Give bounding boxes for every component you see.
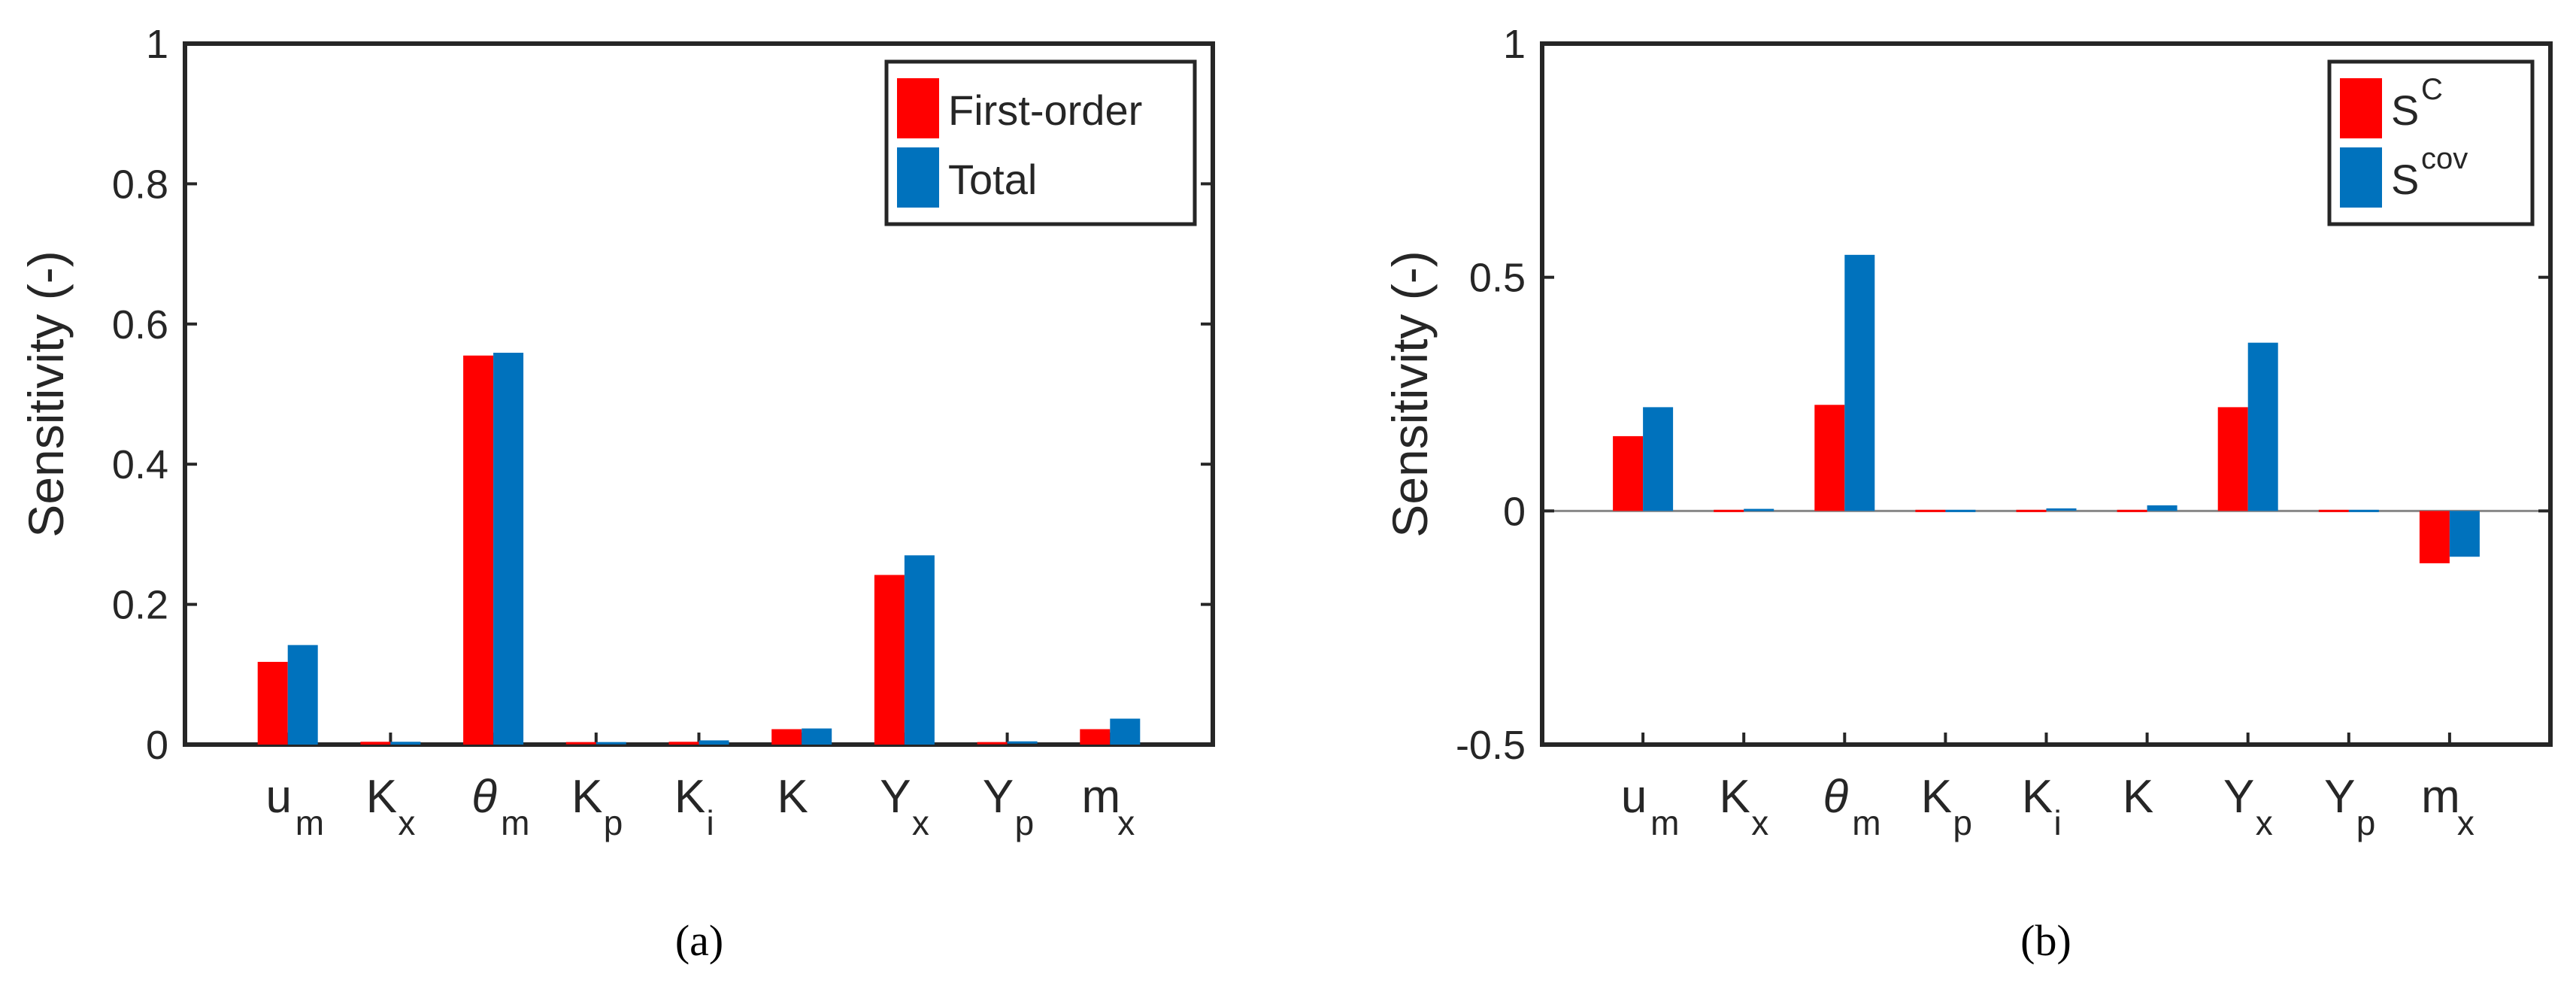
bar-series2	[287, 645, 318, 745]
bar-series1	[565, 742, 596, 745]
y-tick-label: 0	[1503, 489, 1526, 534]
bar-series2	[904, 555, 935, 745]
x-category-subscript: p	[1953, 803, 1972, 842]
x-category-label: Y	[2324, 771, 2355, 823]
x-category-subscript: i	[707, 803, 714, 842]
x-category-subscript: m	[295, 803, 324, 842]
bar-series1	[771, 729, 802, 745]
y-axis-label: Sensitivity (-)	[18, 250, 74, 537]
x-category-label: θ	[471, 771, 497, 823]
x-category-label: K	[366, 771, 397, 823]
bar-series2	[390, 742, 421, 745]
bar-series2	[2046, 508, 2077, 511]
x-category-label: K	[1720, 771, 1750, 823]
bar-series2	[493, 353, 524, 745]
bar-series1	[2419, 511, 2450, 563]
y-tick-label: 0.4	[112, 442, 168, 487]
bar-series1	[2117, 509, 2147, 512]
x-category-label: Y	[2223, 771, 2254, 823]
y-tick-label: 0.6	[112, 302, 168, 347]
x-category-subscript: x	[398, 803, 415, 842]
legend-label-superscript: C	[2421, 73, 2443, 106]
bar-series2	[1945, 509, 1976, 512]
x-category-label: K	[674, 771, 705, 823]
legend-swatch	[897, 147, 939, 208]
x-category-label: Y	[880, 771, 911, 823]
bar-series1	[360, 742, 391, 745]
x-category-subscript: x	[2457, 803, 2474, 842]
bar-series2	[596, 742, 626, 745]
legend-label: Total	[948, 156, 1037, 203]
bar-series2	[2449, 511, 2480, 557]
legend-label: S	[2391, 86, 2419, 134]
subfigure-caption: (a)	[675, 916, 723, 965]
bar-series2	[2348, 509, 2379, 512]
x-category-subscript: x	[1751, 803, 1768, 842]
bar-series2	[1744, 508, 1774, 511]
y-tick-label: 0.5	[1469, 256, 1526, 301]
x-category-subscript: m	[1852, 803, 1880, 842]
y-tick-label: -0.5	[1456, 723, 1526, 768]
x-category-subscript: p	[2356, 803, 2376, 842]
x-category-label: m	[2421, 771, 2460, 823]
x-category-label: u	[1621, 771, 1647, 823]
y-tick-label: 0	[146, 723, 168, 768]
bar-series2	[1844, 254, 1875, 511]
y-tick-label: 0.8	[112, 162, 168, 207]
bar-series1	[2016, 509, 2047, 512]
bar-series1	[1613, 435, 1644, 511]
x-category-label: K	[777, 771, 808, 823]
y-tick-label: 1	[1503, 22, 1526, 67]
subfigure-caption: (b)	[2020, 916, 2071, 965]
bar-series1	[668, 742, 699, 745]
bar-series2	[699, 740, 729, 745]
x-category-subscript: x	[912, 803, 929, 842]
bar-series1	[257, 662, 288, 745]
x-category-label: m	[1081, 771, 1120, 823]
x-category-label: K	[2022, 771, 2053, 823]
bar-series2	[1110, 718, 1141, 745]
legend-label: First-order	[948, 86, 1142, 134]
legend-swatch	[2340, 78, 2382, 138]
x-category-subscript: m	[501, 803, 529, 842]
y-axis-label: Sensitivity (-)	[1382, 250, 1438, 537]
bar-series1	[463, 355, 494, 745]
x-category-subscript: p	[604, 803, 623, 842]
bar-series1	[2217, 407, 2248, 511]
x-category-label: u	[265, 771, 291, 823]
y-tick-label: 1	[146, 22, 168, 67]
bar-series2	[802, 728, 832, 745]
x-category-subscript: p	[1015, 803, 1035, 842]
x-category-label: K	[2123, 771, 2153, 823]
legend-swatch	[897, 78, 939, 138]
legend-swatch	[2340, 147, 2382, 208]
x-category-label: K	[1921, 771, 1952, 823]
bar-series2	[2147, 505, 2177, 511]
bar-series1	[2318, 509, 2349, 512]
bar-series2	[1643, 407, 1674, 511]
x-category-label: K	[571, 771, 602, 823]
y-tick-label: 0.2	[112, 583, 168, 628]
x-category-label: θ	[1823, 771, 1848, 823]
x-category-label: Y	[983, 771, 1014, 823]
bar-series1	[1915, 509, 1946, 512]
bar-series1	[1814, 405, 1845, 511]
legend-label-superscript: cov	[2421, 142, 2468, 175]
bar-series1	[1080, 729, 1111, 745]
x-category-subscript: m	[1650, 803, 1679, 842]
bar-series1	[1714, 509, 1744, 512]
bar-series1	[874, 575, 905, 745]
bar-series2	[2247, 342, 2278, 511]
x-category-subscript: x	[1117, 803, 1135, 842]
bar-series2	[1007, 741, 1038, 744]
bar-series1	[977, 742, 1008, 745]
x-category-subscript: i	[2054, 803, 2062, 842]
x-category-subscript: x	[2256, 803, 2273, 842]
legend-label: S	[2391, 156, 2419, 203]
